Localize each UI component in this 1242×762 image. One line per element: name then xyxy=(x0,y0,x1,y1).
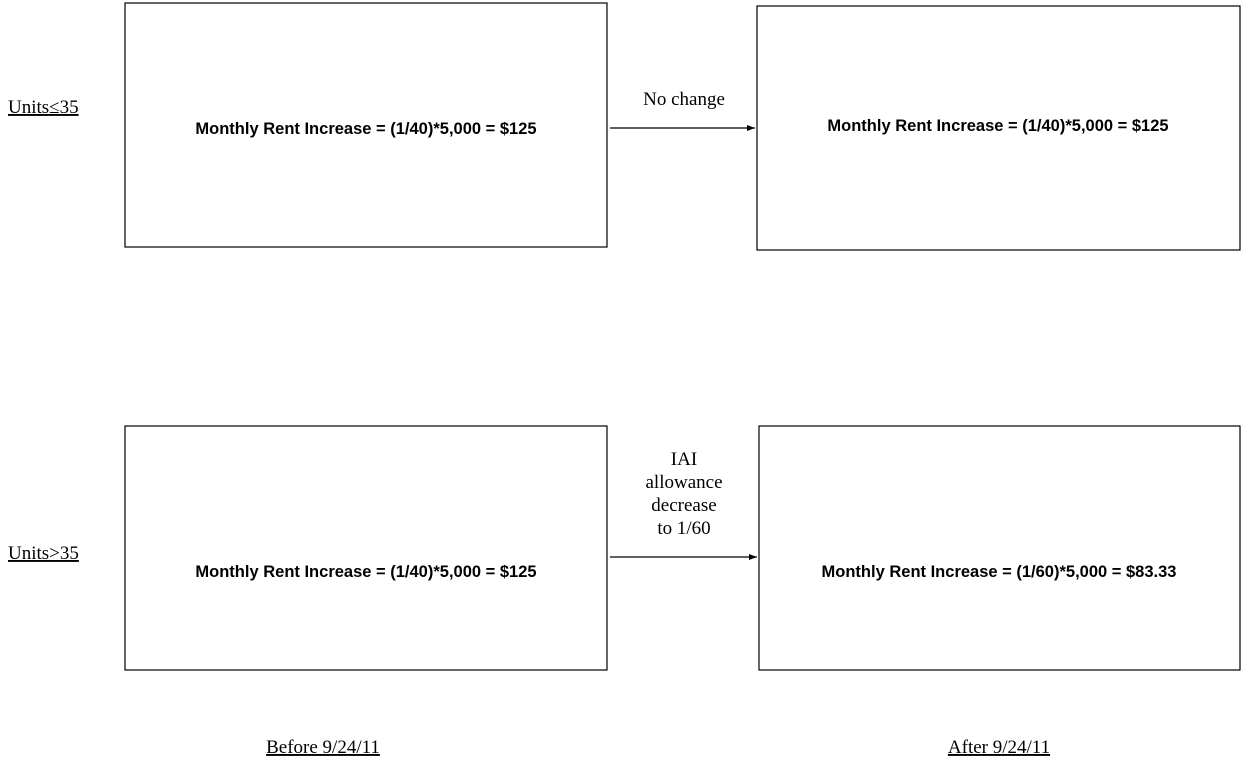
transition-text: IAI xyxy=(671,449,697,470)
box-text: Monthly Rent Increase = (1/40)*5,000 = $… xyxy=(827,117,1168,135)
box-text: Monthly Rent Increase = (1/40)*5,000 = $… xyxy=(195,563,536,581)
box xyxy=(758,425,1241,671)
column-label: After 9/24/11 xyxy=(948,737,1050,758)
row-label: Units>35 xyxy=(8,543,79,564)
transition-text: to 1/60 xyxy=(657,518,710,539)
row-label: Units≤35 xyxy=(8,97,79,118)
transition-label: No change xyxy=(643,89,725,110)
box-text: Monthly Rent Increase = (1/40)*5,000 = $… xyxy=(195,120,536,138)
transition-text: allowance xyxy=(645,472,722,493)
box-text: Monthly Rent Increase = (1/60)*5,000 = $… xyxy=(822,563,1177,581)
box xyxy=(756,5,1241,251)
box xyxy=(124,2,608,248)
transition-text: No change xyxy=(643,89,725,110)
column-label: Before 9/24/11 xyxy=(266,737,380,758)
box xyxy=(124,425,608,671)
transition-text: decrease xyxy=(651,495,716,516)
